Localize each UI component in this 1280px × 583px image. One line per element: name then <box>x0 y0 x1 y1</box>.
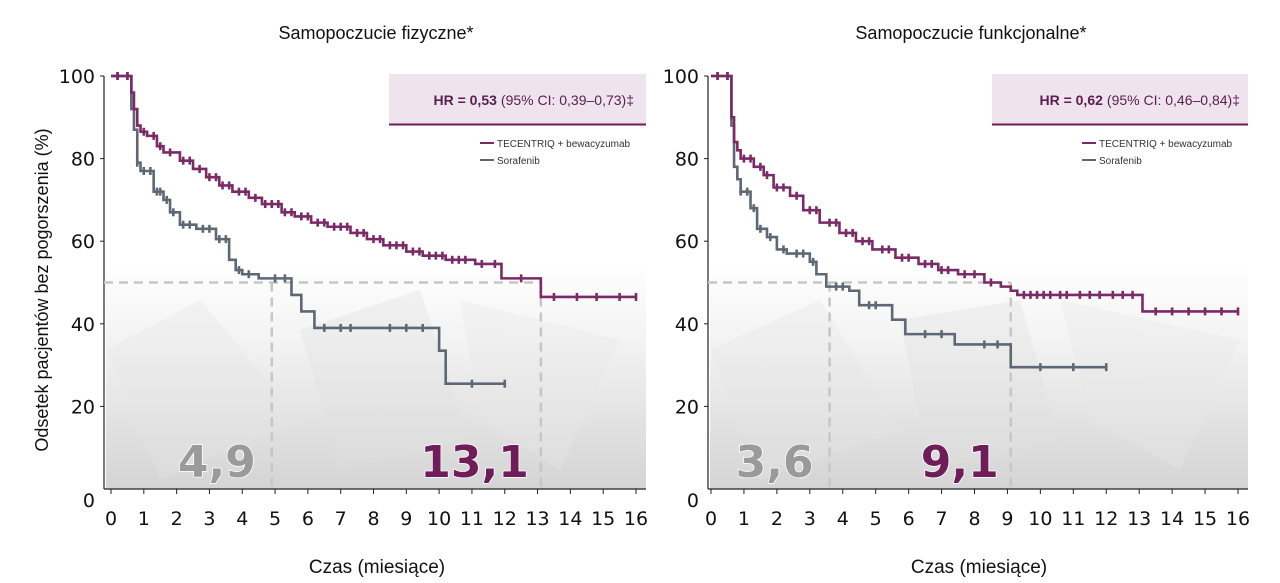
median-label-treatment: 13,1 <box>420 437 529 488</box>
legend-label-treatment: TECENTRIQ + bewacyzumab <box>497 139 631 150</box>
x-tick-label: 2 <box>771 508 783 530</box>
x-tick-label: 11 <box>1061 508 1085 530</box>
x-tick-label: 16 <box>1226 508 1250 530</box>
y-tick-label: 20 <box>675 396 699 418</box>
hr-ci: (95% CI: 0,46–0,84)‡ <box>1107 92 1240 108</box>
background-facets <box>710 300 1240 480</box>
km-curve-treatment <box>711 74 1238 313</box>
x-tick-label: 1 <box>138 508 150 530</box>
chart-title: Samopoczucie fizyczne* <box>278 23 473 43</box>
chart-functional-wellbeing: Samopoczucie funkcjonalne* HR = 0,62 (95%… <box>663 23 1250 578</box>
legend: TECENTRIQ + bewacyzumab Sorafenib <box>1082 139 1233 167</box>
x-tick-label: 12 <box>493 508 517 530</box>
median-label-treatment: 9,1 <box>921 437 999 488</box>
x-tick-label: 8 <box>968 508 980 530</box>
x-tick-label: 0 <box>105 508 117 530</box>
y-tick-label: 60 <box>71 231 95 253</box>
x-tick-label: 6 <box>903 508 915 530</box>
legend-label-treatment: TECENTRIQ + bewacyzumab <box>1099 139 1233 150</box>
hr-box <box>389 74 646 124</box>
legend-label-control: Sorafenib <box>497 156 540 167</box>
hr-ci: (95% CI: 0,39–0,73)‡ <box>501 92 634 108</box>
chart-physical-wellbeing: Samopoczucie fizyczne* HR = 0,53 (95% CI:… <box>59 23 648 578</box>
y-tick-label: 80 <box>675 149 699 171</box>
y-tick-label: 0 <box>83 490 95 512</box>
hr-value: HR = 0,62 <box>1039 92 1103 108</box>
x-tick-label: 13 <box>525 508 549 530</box>
hr-value: HR = 0,53 <box>433 92 497 108</box>
x-tick-label: 7 <box>936 508 948 530</box>
legend-label-control: Sorafenib <box>1099 156 1142 167</box>
y-axis-label: Odsetek pacjentów bez pogorszenia (%) <box>32 128 52 451</box>
x-tick-label: 12 <box>1094 508 1118 530</box>
x-tick-label: 4 <box>837 508 849 530</box>
plot-background <box>710 262 1248 489</box>
x-tick-label: 5 <box>870 508 882 530</box>
x-tick-label: 6 <box>302 508 314 530</box>
background-facets <box>106 290 620 480</box>
y-tick-label: 0 <box>687 490 699 512</box>
x-tick-label: 7 <box>335 508 347 530</box>
x-tick-label: 15 <box>1193 508 1217 530</box>
x-tick-label: 9 <box>400 508 412 530</box>
y-tick-label: 20 <box>71 396 95 418</box>
x-tick-label: 2 <box>171 508 183 530</box>
median-label-control: 3,6 <box>736 437 814 488</box>
x-tick-label: 0 <box>705 508 717 530</box>
legend: TECENTRIQ + bewacyzumab Sorafenib <box>480 139 631 167</box>
chart-title: Samopoczucie funkcjonalne* <box>855 23 1086 43</box>
x-tick-label: 14 <box>1160 508 1184 530</box>
y-tick-label: 40 <box>71 314 95 336</box>
x-tick-label: 1 <box>738 508 750 530</box>
x-axis-label: Czas (miesiące) <box>309 557 445 578</box>
hr-text: HR = 0,62 (95% CI: 0,46–0,84)‡ <box>1039 92 1240 108</box>
x-tick-label: 5 <box>269 508 281 530</box>
x-tick-label: 11 <box>460 508 484 530</box>
x-tick-label: 13 <box>1127 508 1151 530</box>
y-tick-label: 60 <box>675 231 699 253</box>
x-tick-label: 8 <box>367 508 379 530</box>
x-tick-label: 3 <box>804 508 816 530</box>
hr-text: HR = 0,53 (95% CI: 0,39–0,73)‡ <box>433 92 634 108</box>
x-tick-label: 9 <box>1001 508 1013 530</box>
x-axis-label: Czas (miesiące) <box>911 557 1047 578</box>
km-curve-control <box>711 74 1107 369</box>
x-tick-label: 15 <box>591 508 615 530</box>
hr-box <box>992 74 1248 124</box>
x-tick-label: 3 <box>203 508 215 530</box>
y-tick-label: 100 <box>663 66 699 88</box>
plot-background <box>106 262 646 489</box>
x-tick-label: 4 <box>236 508 248 530</box>
median-label-control: 4,9 <box>178 437 256 488</box>
x-tick-label: 14 <box>558 508 582 530</box>
km-curve-control <box>111 74 505 385</box>
x-tick-label: 16 <box>624 508 648 530</box>
x-tick-label: 10 <box>427 508 451 530</box>
y-tick-label: 40 <box>675 314 699 336</box>
x-tick-label: 10 <box>1028 508 1052 530</box>
y-tick-label: 80 <box>71 149 95 171</box>
y-tick-label: 100 <box>59 66 95 88</box>
